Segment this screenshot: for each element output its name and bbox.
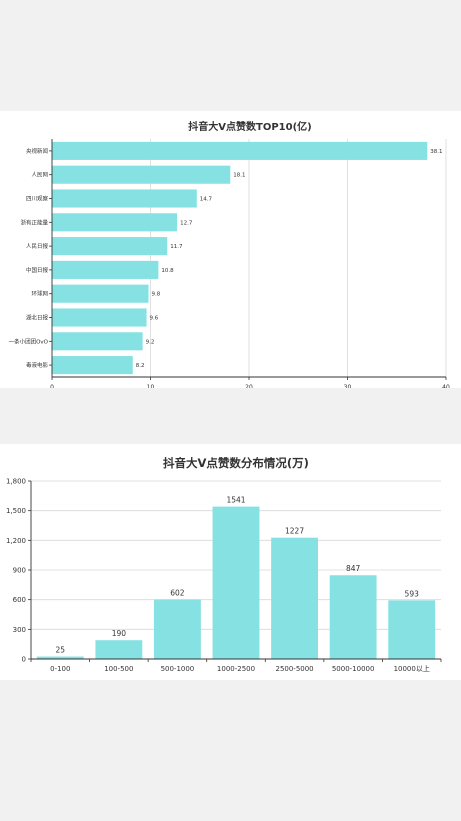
data-label: 9.8 (152, 292, 161, 298)
likes-distribution-chart: 抖音大V点赞数分布情况(万) 0 300 600 900 1,200 1,500 1,800… (6, 456, 442, 673)
bar (52, 284, 149, 303)
top10-likes-chart: 抖音大V点赞数TOP10(亿) 0 10 20 30 40 38.1 央视新闻 18.1 人民网… (9, 120, 450, 388)
x-tick-label: 100-500 (104, 665, 133, 673)
bar (52, 165, 231, 184)
data-label: 593 (405, 589, 420, 598)
y-tick-label: 浙有正能量 (20, 218, 48, 226)
x-tick-label: 10 (147, 384, 155, 388)
y-tick-label: 人民网 (31, 172, 48, 179)
data-label: 14.7 (200, 197, 213, 203)
data-label: 25 (56, 646, 66, 655)
y-tick-label: 人民日报 (26, 242, 49, 250)
x-tick-label: 0 (50, 384, 54, 388)
bar (36, 656, 84, 659)
bar (271, 537, 318, 659)
x-tick-label: 5000-10000 (332, 665, 375, 673)
bar (52, 260, 159, 279)
data-label: 18.1 (233, 173, 245, 179)
bar (52, 141, 428, 160)
data-label: 602 (170, 588, 185, 597)
data-label: 38.1 (430, 149, 442, 155)
y-tick-label: 1,200 (6, 537, 26, 545)
x-tick-label: 2500-5000 (275, 665, 313, 673)
y-tick-label: 毒液电影 (26, 361, 49, 369)
data-label: 9.2 (146, 339, 155, 345)
x-tick-label: 0-100 (50, 665, 70, 673)
y-tick-label: 1,500 (6, 507, 26, 515)
bar (212, 506, 260, 659)
bar (95, 640, 143, 659)
bar (329, 575, 377, 659)
y-tick-label: 环球网 (31, 290, 48, 298)
bar (388, 600, 436, 659)
bar (52, 189, 197, 208)
x-tick-label: 500-1000 (161, 665, 195, 673)
x-tick-label: 1000-2500 (217, 665, 255, 673)
bar (52, 356, 133, 375)
data-label: 1541 (226, 496, 245, 505)
y-tick-label: 600 (13, 596, 26, 604)
data-label: 9.6 (150, 316, 159, 322)
bar (52, 332, 143, 351)
y-tick-label: 1,800 (6, 478, 26, 486)
chart-title: 抖音大V点赞数TOP10(亿) (188, 120, 311, 133)
y-tick-label: 一条小团团OvO (9, 337, 49, 345)
data-label: 847 (346, 564, 361, 573)
y-tick-label: 湖北日报 (26, 314, 49, 322)
top10-likes-chart-panel: 抖音大V点赞数TOP10(亿) 0 10 20 30 40 38.1 央视新闻 18.1 人民网… (0, 111, 461, 388)
y-tick-label: 300 (13, 626, 26, 634)
y-tick-label: 900 (13, 567, 26, 575)
data-label: 11.7 (170, 244, 183, 250)
bar (52, 213, 178, 232)
data-label: 10.8 (161, 268, 174, 274)
bar (52, 237, 168, 256)
y-tick-label: 四川观察 (26, 195, 49, 203)
chart-title: 抖音大V点赞数分布情况(万) (163, 456, 309, 470)
x-tick-label: 10000以上 (394, 664, 430, 673)
data-label: 1227 (285, 527, 304, 536)
x-tick-label: 30 (344, 384, 352, 388)
x-tick-label: 40 (442, 384, 450, 388)
x-tick-label: 20 (245, 384, 253, 388)
bar (154, 599, 201, 659)
data-label: 190 (112, 629, 127, 638)
y-tick-label: 央视新闻 (26, 147, 48, 155)
likes-distribution-chart-panel: 抖音大V点赞数分布情况(万) 0 300 600 900 1,200 1,500 1,800… (0, 444, 461, 680)
y-tick-label: 中国日报 (26, 266, 49, 274)
bar (52, 308, 147, 327)
y-tick-label: 0 (22, 656, 26, 664)
data-label: 12.7 (180, 220, 193, 226)
data-label: 8.2 (136, 363, 145, 369)
